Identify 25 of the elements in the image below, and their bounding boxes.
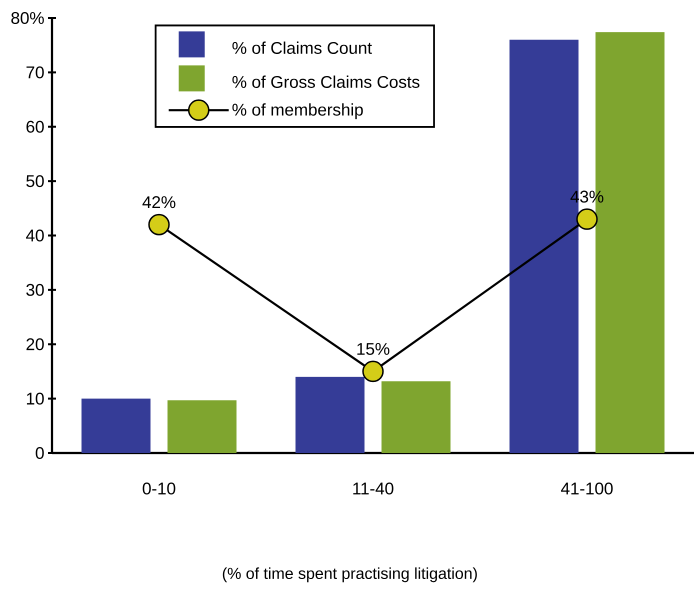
x-axis-title: (% of time spent practising litigation): [222, 567, 477, 582]
point: [576, 208, 598, 230]
y-tick-label: 70: [26, 66, 44, 78]
bar: [382, 381, 451, 453]
data-label: 15%: [357, 342, 390, 355]
y-tick-label: 20: [26, 338, 44, 350]
legend-label: % of Gross Claims Costs: [232, 76, 420, 88]
legend-label: % of Claims Count: [232, 42, 372, 54]
y-tick-label: 40: [26, 229, 44, 242]
y-tick-label: 80%: [11, 12, 44, 24]
y-tick-label: 0: [36, 446, 44, 459]
bar: [168, 400, 237, 453]
x-tick-label: 11-40: [353, 482, 394, 495]
legend-label: % of membership: [232, 103, 363, 120]
point: [148, 214, 170, 236]
y-tick-label: 50: [26, 175, 44, 188]
bar: [296, 376, 365, 453]
bar: [82, 398, 151, 453]
x-tick-label: 0-10: [142, 482, 176, 495]
y-tick-label: 30: [26, 284, 44, 296]
point: [362, 360, 384, 382]
data-label: 42%: [142, 196, 176, 208]
y-tick-label: 60: [26, 120, 44, 133]
y-tick-label: 10: [26, 392, 44, 405]
x-tick-label: 41-100: [561, 482, 613, 495]
